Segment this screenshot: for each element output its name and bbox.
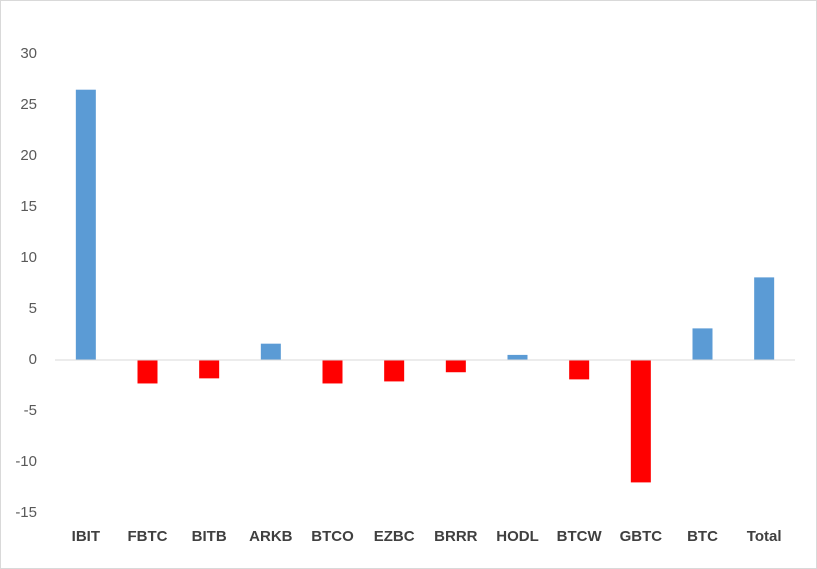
y-tick-label: 30: [20, 45, 37, 62]
x-tick-label: IBIT: [72, 528, 100, 545]
x-tick-label: BRRR: [434, 528, 477, 545]
x-tick-label: ARKB: [249, 528, 292, 545]
x-tick-label: BTCO: [311, 528, 354, 545]
bar: [507, 354, 528, 360]
y-tick-label: 15: [20, 198, 37, 215]
x-tick-label: BTC: [687, 528, 718, 545]
y-tick-label: 5: [29, 300, 37, 317]
bar: [569, 360, 590, 380]
y-tick-label: 25: [20, 96, 37, 113]
bar: [384, 360, 405, 382]
y-tick-label: -15: [15, 504, 37, 521]
y-tick-label: -10: [15, 453, 37, 470]
bar: [322, 360, 343, 384]
bar: [754, 277, 775, 360]
x-tick-label: BITB: [192, 528, 227, 545]
bar: [445, 360, 466, 373]
y-tick-label: 10: [20, 249, 37, 266]
bar: [692, 328, 713, 360]
x-tick-label: FBTC: [128, 528, 168, 545]
bar: [260, 343, 281, 360]
bar: [137, 360, 158, 384]
x-tick-label: HODL: [496, 528, 539, 545]
x-tick-label: EZBC: [374, 528, 415, 545]
bar: [630, 360, 651, 483]
x-tick-label: BTCW: [557, 528, 603, 545]
y-tick-label: -5: [24, 402, 37, 419]
y-tick-label: 0: [29, 351, 37, 368]
x-tick-label: GBTC: [620, 528, 663, 545]
bar: [199, 360, 220, 379]
bar: [75, 89, 96, 360]
y-tick-label: 20: [20, 147, 37, 164]
x-tick-label: Total: [747, 528, 782, 545]
